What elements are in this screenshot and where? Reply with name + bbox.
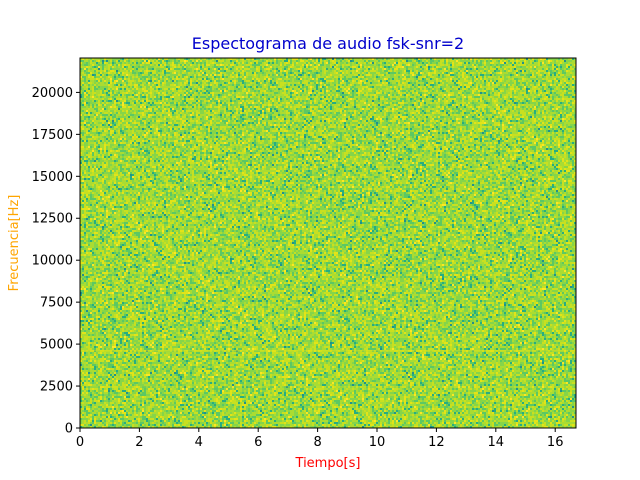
y-axis: 0 2500 5000 7500 10000 12500 15000 17500 20000 bbox=[32, 86, 80, 437]
x-tick-label: 16 bbox=[547, 435, 564, 450]
y-tick-label: 2500 bbox=[40, 380, 73, 395]
y-tick-label: 15000 bbox=[32, 170, 73, 185]
y-tick-label: 20000 bbox=[32, 86, 73, 101]
y-tick-label: 12500 bbox=[32, 212, 73, 227]
y-tick-label: 7500 bbox=[40, 296, 73, 311]
plot-frame bbox=[79, 57, 577, 429]
x-tick-label: 8 bbox=[313, 435, 321, 450]
spectrogram-noise bbox=[80, 58, 576, 428]
y-axis-label: Frecuencia[Hz] bbox=[7, 195, 22, 292]
x-axis: 0 2 4 6 8 10 12 14 16 bbox=[76, 428, 564, 450]
x-tick-label: 2 bbox=[135, 435, 143, 450]
x-tick-label: 14 bbox=[488, 435, 505, 450]
x-tick-label: 6 bbox=[254, 435, 262, 450]
y-tick-label: 17500 bbox=[32, 128, 73, 143]
y-tick-label: 0 bbox=[65, 422, 73, 437]
x-tick-label: 0 bbox=[76, 435, 84, 450]
plot-area bbox=[79, 57, 577, 429]
y-tick-label: 5000 bbox=[40, 338, 73, 353]
x-tick-label: 4 bbox=[195, 435, 203, 450]
x-tick-label: 10 bbox=[369, 435, 386, 450]
x-axis-label: Tiempo[s] bbox=[295, 456, 361, 471]
y-tick-label: 10000 bbox=[32, 254, 73, 269]
chart-title: Espectograma de audio fsk-snr=2 bbox=[192, 34, 464, 53]
tone-bands bbox=[80, 350, 576, 388]
x-tick-label: 12 bbox=[428, 435, 445, 450]
